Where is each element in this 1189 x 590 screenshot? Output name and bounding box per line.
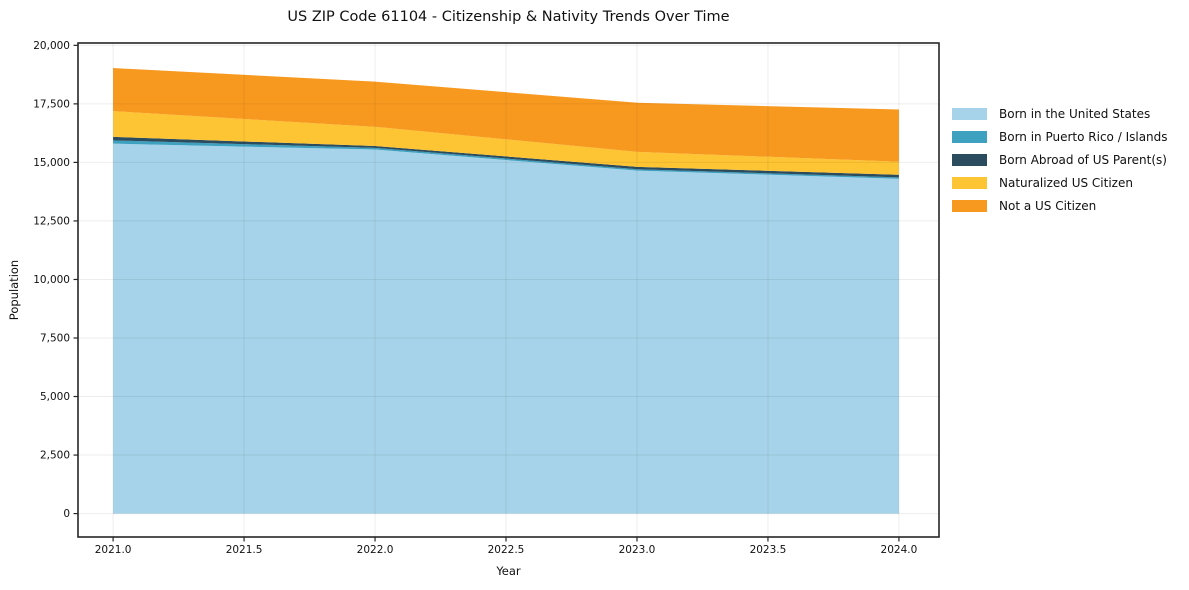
legend-item-naturalized-us-citizen: Naturalized US Citizen (952, 173, 1168, 193)
area-born-in-puerto-rico-islands (113, 140, 899, 179)
legend-item-born-in-puerto-rico-islands: Born in Puerto Rico / Islands (952, 127, 1168, 147)
legend-label: Born in Puerto Rico / Islands (999, 129, 1168, 144)
y-tick-label: 12,500 (33, 215, 70, 227)
legend-swatch (952, 154, 987, 166)
x-axis-label: Year (496, 564, 521, 578)
y-tick-label: 0 (63, 508, 70, 520)
y-tick-label: 7,500 (40, 332, 70, 344)
y-axis-label: Population (7, 259, 21, 321)
x-tick-label: 2022.5 (488, 544, 525, 556)
legend-label: Not a US Citizen (999, 198, 1097, 213)
legend-label: Born Abroad of US Parent(s) (999, 152, 1167, 167)
legend-label: Naturalized US Citizen (999, 175, 1133, 190)
area-naturalized-us-citizen (113, 111, 899, 175)
y-tick-label: 15,000 (33, 157, 70, 169)
area-born-in-the-united-states (113, 143, 899, 514)
y-tick-label: 20,000 (33, 40, 70, 52)
legend-swatch (952, 200, 987, 212)
y-tick-label: 5,000 (40, 391, 70, 403)
chart-title: US ZIP Code 61104 - Citizenship & Nativi… (287, 9, 730, 25)
legend-swatch (952, 177, 987, 189)
x-tick-label: 2024.0 (881, 544, 918, 556)
x-tick-label: 2023.0 (619, 544, 656, 556)
legend-item-born-abroad-of-us-parent-s: Born Abroad of US Parent(s) (952, 150, 1168, 170)
legend-item-born-in-the-united-states: Born in the United States (952, 104, 1168, 124)
x-tick-label: 2023.5 (750, 544, 787, 556)
legend: Born in the United States Born in Puerto … (952, 104, 1168, 219)
y-tick-label: 2,500 (40, 450, 70, 462)
y-tick-label: 17,500 (33, 98, 70, 110)
legend-swatch (952, 108, 987, 120)
legend-label: Born in the United States (999, 106, 1151, 121)
plot-border (77, 42, 940, 538)
area-not-a-us-citizen (113, 68, 899, 162)
legend-swatch (952, 131, 987, 143)
x-tick-label: 2022.0 (357, 544, 394, 556)
y-tick-label: 10,000 (33, 274, 70, 286)
legend-item-not-a-us-citizen: Not a US Citizen (952, 196, 1168, 216)
x-tick-label: 2021.0 (95, 544, 132, 556)
x-tick-label: 2021.5 (226, 544, 263, 556)
area-born-abroad-of-us-parent-s (113, 136, 899, 178)
